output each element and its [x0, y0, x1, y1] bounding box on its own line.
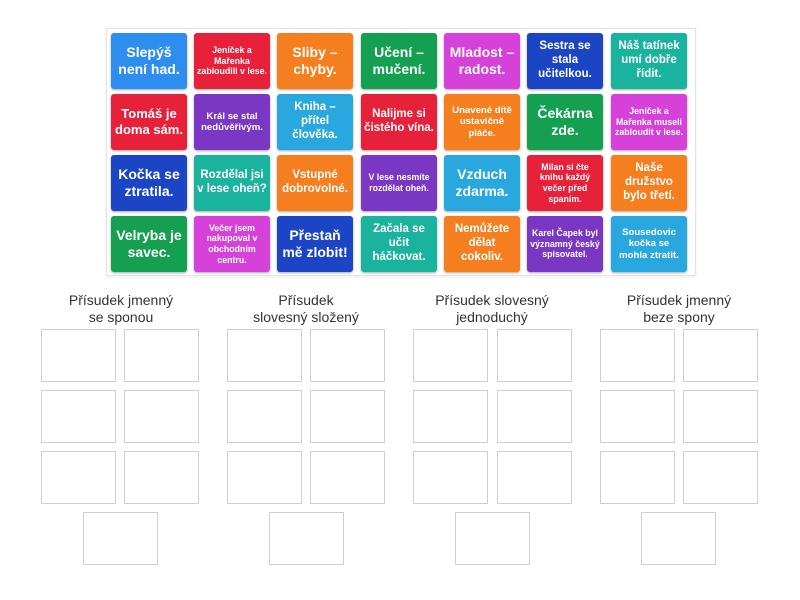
- group-title-2-line1: Přísudek: [278, 292, 334, 308]
- drop-slot[interactable]: [497, 451, 572, 504]
- drop-slot[interactable]: [413, 329, 488, 382]
- group-title-3-line1: Přísudek slovesný: [435, 292, 549, 308]
- drop-slot[interactable]: [227, 451, 302, 504]
- group-title-4-line1: Přísudek jmenný: [626, 292, 732, 308]
- card-24[interactable]: Začala se učit háčkovat.: [361, 216, 437, 272]
- card-21[interactable]: Velryba je savec.: [111, 216, 187, 272]
- drop-slot[interactable]: [413, 451, 488, 504]
- drop-slot[interactable]: [413, 390, 488, 443]
- group-title-3-line2: jednoduchý: [456, 309, 528, 325]
- drop-slot[interactable]: [497, 329, 572, 382]
- card-25[interactable]: Nemůžete dělat cokoliv.: [444, 216, 520, 272]
- card-5[interactable]: Sestra se stala učitelkou.: [527, 33, 603, 89]
- drop-slot[interactable]: [683, 329, 758, 382]
- drop-slot[interactable]: [497, 390, 572, 443]
- drop-slot[interactable]: [227, 329, 302, 382]
- drop-slot[interactable]: [310, 390, 385, 443]
- group-title-3: Přísudek slovesný jednoduchý: [407, 292, 577, 326]
- card-0[interactable]: Slepýš není had.: [111, 33, 187, 89]
- card-10[interactable]: Nalijme si čistého vína.: [361, 94, 437, 150]
- group-title-4-line2: beze spony: [643, 309, 715, 325]
- drop-slot[interactable]: [600, 451, 675, 504]
- card-15[interactable]: Rozdělal jsi v lese oheň?: [194, 155, 270, 211]
- card-tray: Slepýš není had. Jeníček a Mařenka zablo…: [106, 28, 696, 276]
- card-13[interactable]: Jeníček a Mařenka museli zabloudit v les…: [611, 94, 687, 150]
- drop-slot[interactable]: [83, 512, 158, 565]
- drop-slot[interactable]: [310, 329, 385, 382]
- card-27[interactable]: Sousedovic kočka se mohla ztratit.: [611, 216, 687, 272]
- card-14[interactable]: Kočka se ztratila.: [111, 155, 187, 211]
- drop-slot[interactable]: [124, 451, 199, 504]
- drop-slot[interactable]: [683, 390, 758, 443]
- card-12[interactable]: Čekárna zde.: [527, 94, 603, 150]
- drop-slot[interactable]: [641, 512, 716, 565]
- card-16[interactable]: Vstupné dobrovolné.: [277, 155, 353, 211]
- card-17[interactable]: V lese nesmíte rozdělat oheň.: [361, 155, 437, 211]
- group-title-4: Přísudek jmenný beze spony: [594, 292, 764, 326]
- card-8[interactable]: Král se stal nedůvěřivým.: [194, 94, 270, 150]
- card-18[interactable]: Vzduch zdarma.: [444, 155, 520, 211]
- card-20[interactable]: Naše družstvo bylo třetí.: [611, 155, 687, 211]
- drop-slot[interactable]: [124, 390, 199, 443]
- card-1[interactable]: Jeníček a Mařenka zabloudili v lese.: [194, 33, 270, 89]
- drop-slot[interactable]: [124, 329, 199, 382]
- group-title-2-line2: slovesný složený: [253, 309, 359, 325]
- drop-slot[interactable]: [683, 451, 758, 504]
- drop-slot[interactable]: [310, 451, 385, 504]
- drop-slot[interactable]: [41, 451, 116, 504]
- card-9[interactable]: Kniha – přítel člověka.: [277, 94, 353, 150]
- group-title-1-line1: Přísudek jmenný: [68, 292, 174, 308]
- group-title-1-line2: se sponou: [88, 309, 154, 325]
- card-26[interactable]: Karel Čapek byl významný český spisovate…: [527, 216, 603, 272]
- card-7[interactable]: Tomáš je doma sám.: [111, 94, 187, 150]
- group-title-1: Přísudek jmenný se sponou: [36, 292, 206, 326]
- card-23[interactable]: Přestaň mě zlobit!: [277, 216, 353, 272]
- drop-slot[interactable]: [269, 512, 344, 565]
- card-2[interactable]: Sliby – chyby.: [277, 33, 353, 89]
- card-3[interactable]: Učení – mučení.: [361, 33, 437, 89]
- drop-slot[interactable]: [455, 512, 530, 565]
- card-4[interactable]: Mladost – radost.: [444, 33, 520, 89]
- drop-slot[interactable]: [600, 329, 675, 382]
- drop-slot[interactable]: [41, 329, 116, 382]
- drop-slot[interactable]: [41, 390, 116, 443]
- drop-slot[interactable]: [227, 390, 302, 443]
- card-11[interactable]: Unavené dítě ustavičně pláče.: [444, 94, 520, 150]
- card-22[interactable]: Večer jsem nakupoval v obchodním centru.: [194, 216, 270, 272]
- card-6[interactable]: Náš tatínek umí dobře řídit.: [611, 33, 687, 89]
- card-19[interactable]: Milan si čte knihu každý večer před span…: [527, 155, 603, 211]
- drop-slot[interactable]: [600, 390, 675, 443]
- group-title-2: Přísudek slovesný složený: [221, 292, 391, 326]
